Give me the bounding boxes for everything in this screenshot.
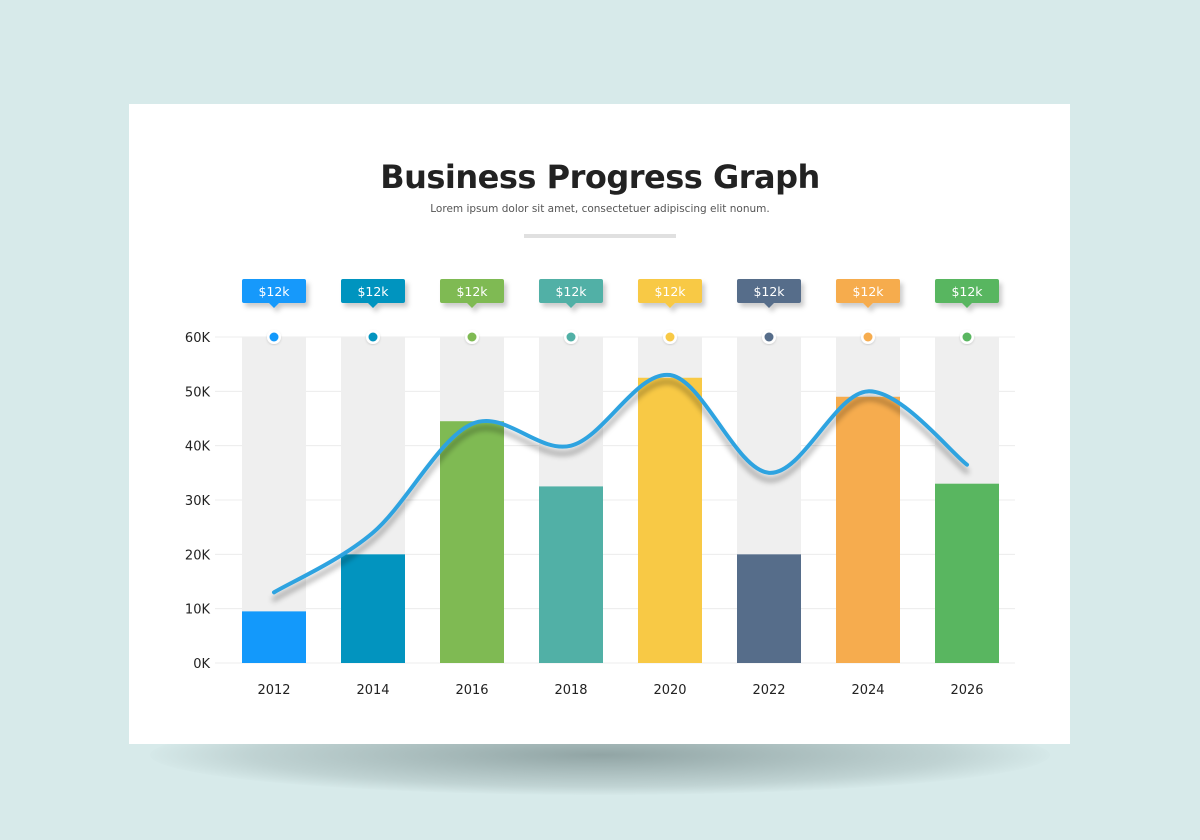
marker-dot xyxy=(665,332,675,342)
marker-dot xyxy=(962,332,972,342)
value-tag xyxy=(638,279,702,308)
x-tick-label: 2012 xyxy=(257,683,290,698)
x-tick-label: 2018 xyxy=(554,683,587,698)
tag-label: $12k xyxy=(357,284,389,299)
tag-bubble xyxy=(737,279,801,308)
marker-dot xyxy=(566,332,576,342)
tag-bubble xyxy=(341,279,405,308)
y-tick-label: 40K xyxy=(185,440,211,455)
x-tick-label: 2024 xyxy=(851,683,884,698)
title-divider xyxy=(524,234,676,238)
tag-label: $12k xyxy=(951,284,983,299)
tag-bubble xyxy=(440,279,504,308)
bar-2022 xyxy=(737,554,801,663)
y-tick-label: 10K xyxy=(185,603,211,618)
tag-label: $12k xyxy=(852,284,884,299)
marker-dot xyxy=(269,332,279,342)
y-tick-label: 50K xyxy=(185,385,211,400)
value-tag xyxy=(440,279,504,308)
chart-title: Business Progress Graph xyxy=(380,158,820,196)
x-tick-label: 2016 xyxy=(455,683,488,698)
bar-2014 xyxy=(341,554,405,663)
marker-dot xyxy=(863,332,873,342)
y-tick-label: 60K xyxy=(185,331,211,346)
bar-2026 xyxy=(935,483,999,663)
value-tag xyxy=(341,279,405,308)
chart-subtitle: Lorem ipsum dolor sit amet, consectetuer… xyxy=(430,203,770,215)
bar-2020 xyxy=(638,377,702,663)
bar-2018 xyxy=(539,486,603,663)
x-tick-label: 2020 xyxy=(653,683,686,698)
marker-dot xyxy=(467,332,477,342)
tag-label: $12k xyxy=(753,284,785,299)
y-tick-label: 0K xyxy=(193,657,210,672)
tag-bubble xyxy=(935,279,999,308)
value-tag xyxy=(935,279,999,308)
bar-2012 xyxy=(242,611,306,663)
x-tick-label: 2026 xyxy=(950,683,983,698)
marker-dot xyxy=(764,332,774,342)
x-tick-label: 2014 xyxy=(356,683,389,698)
trend-line xyxy=(272,373,969,595)
tag-label: $12k xyxy=(456,284,488,299)
bar-2016 xyxy=(440,421,504,663)
tag-bubble xyxy=(539,279,603,308)
y-tick-label: 30K xyxy=(185,494,211,509)
value-tag xyxy=(539,279,603,308)
value-tag xyxy=(242,279,306,308)
tag-bubble xyxy=(638,279,702,308)
y-tick-label: 20K xyxy=(185,548,211,563)
value-tag xyxy=(836,279,900,308)
tag-bubble xyxy=(836,279,900,308)
value-tag xyxy=(737,279,801,308)
bar-track xyxy=(242,337,306,663)
tag-label: $12k xyxy=(258,284,290,299)
bar-2024 xyxy=(836,396,900,663)
tag-label: $12k xyxy=(555,284,587,299)
tag-label: $12k xyxy=(654,284,686,299)
x-tick-label: 2022 xyxy=(752,683,785,698)
marker-dot xyxy=(368,332,378,342)
tag-bubble xyxy=(242,279,306,308)
